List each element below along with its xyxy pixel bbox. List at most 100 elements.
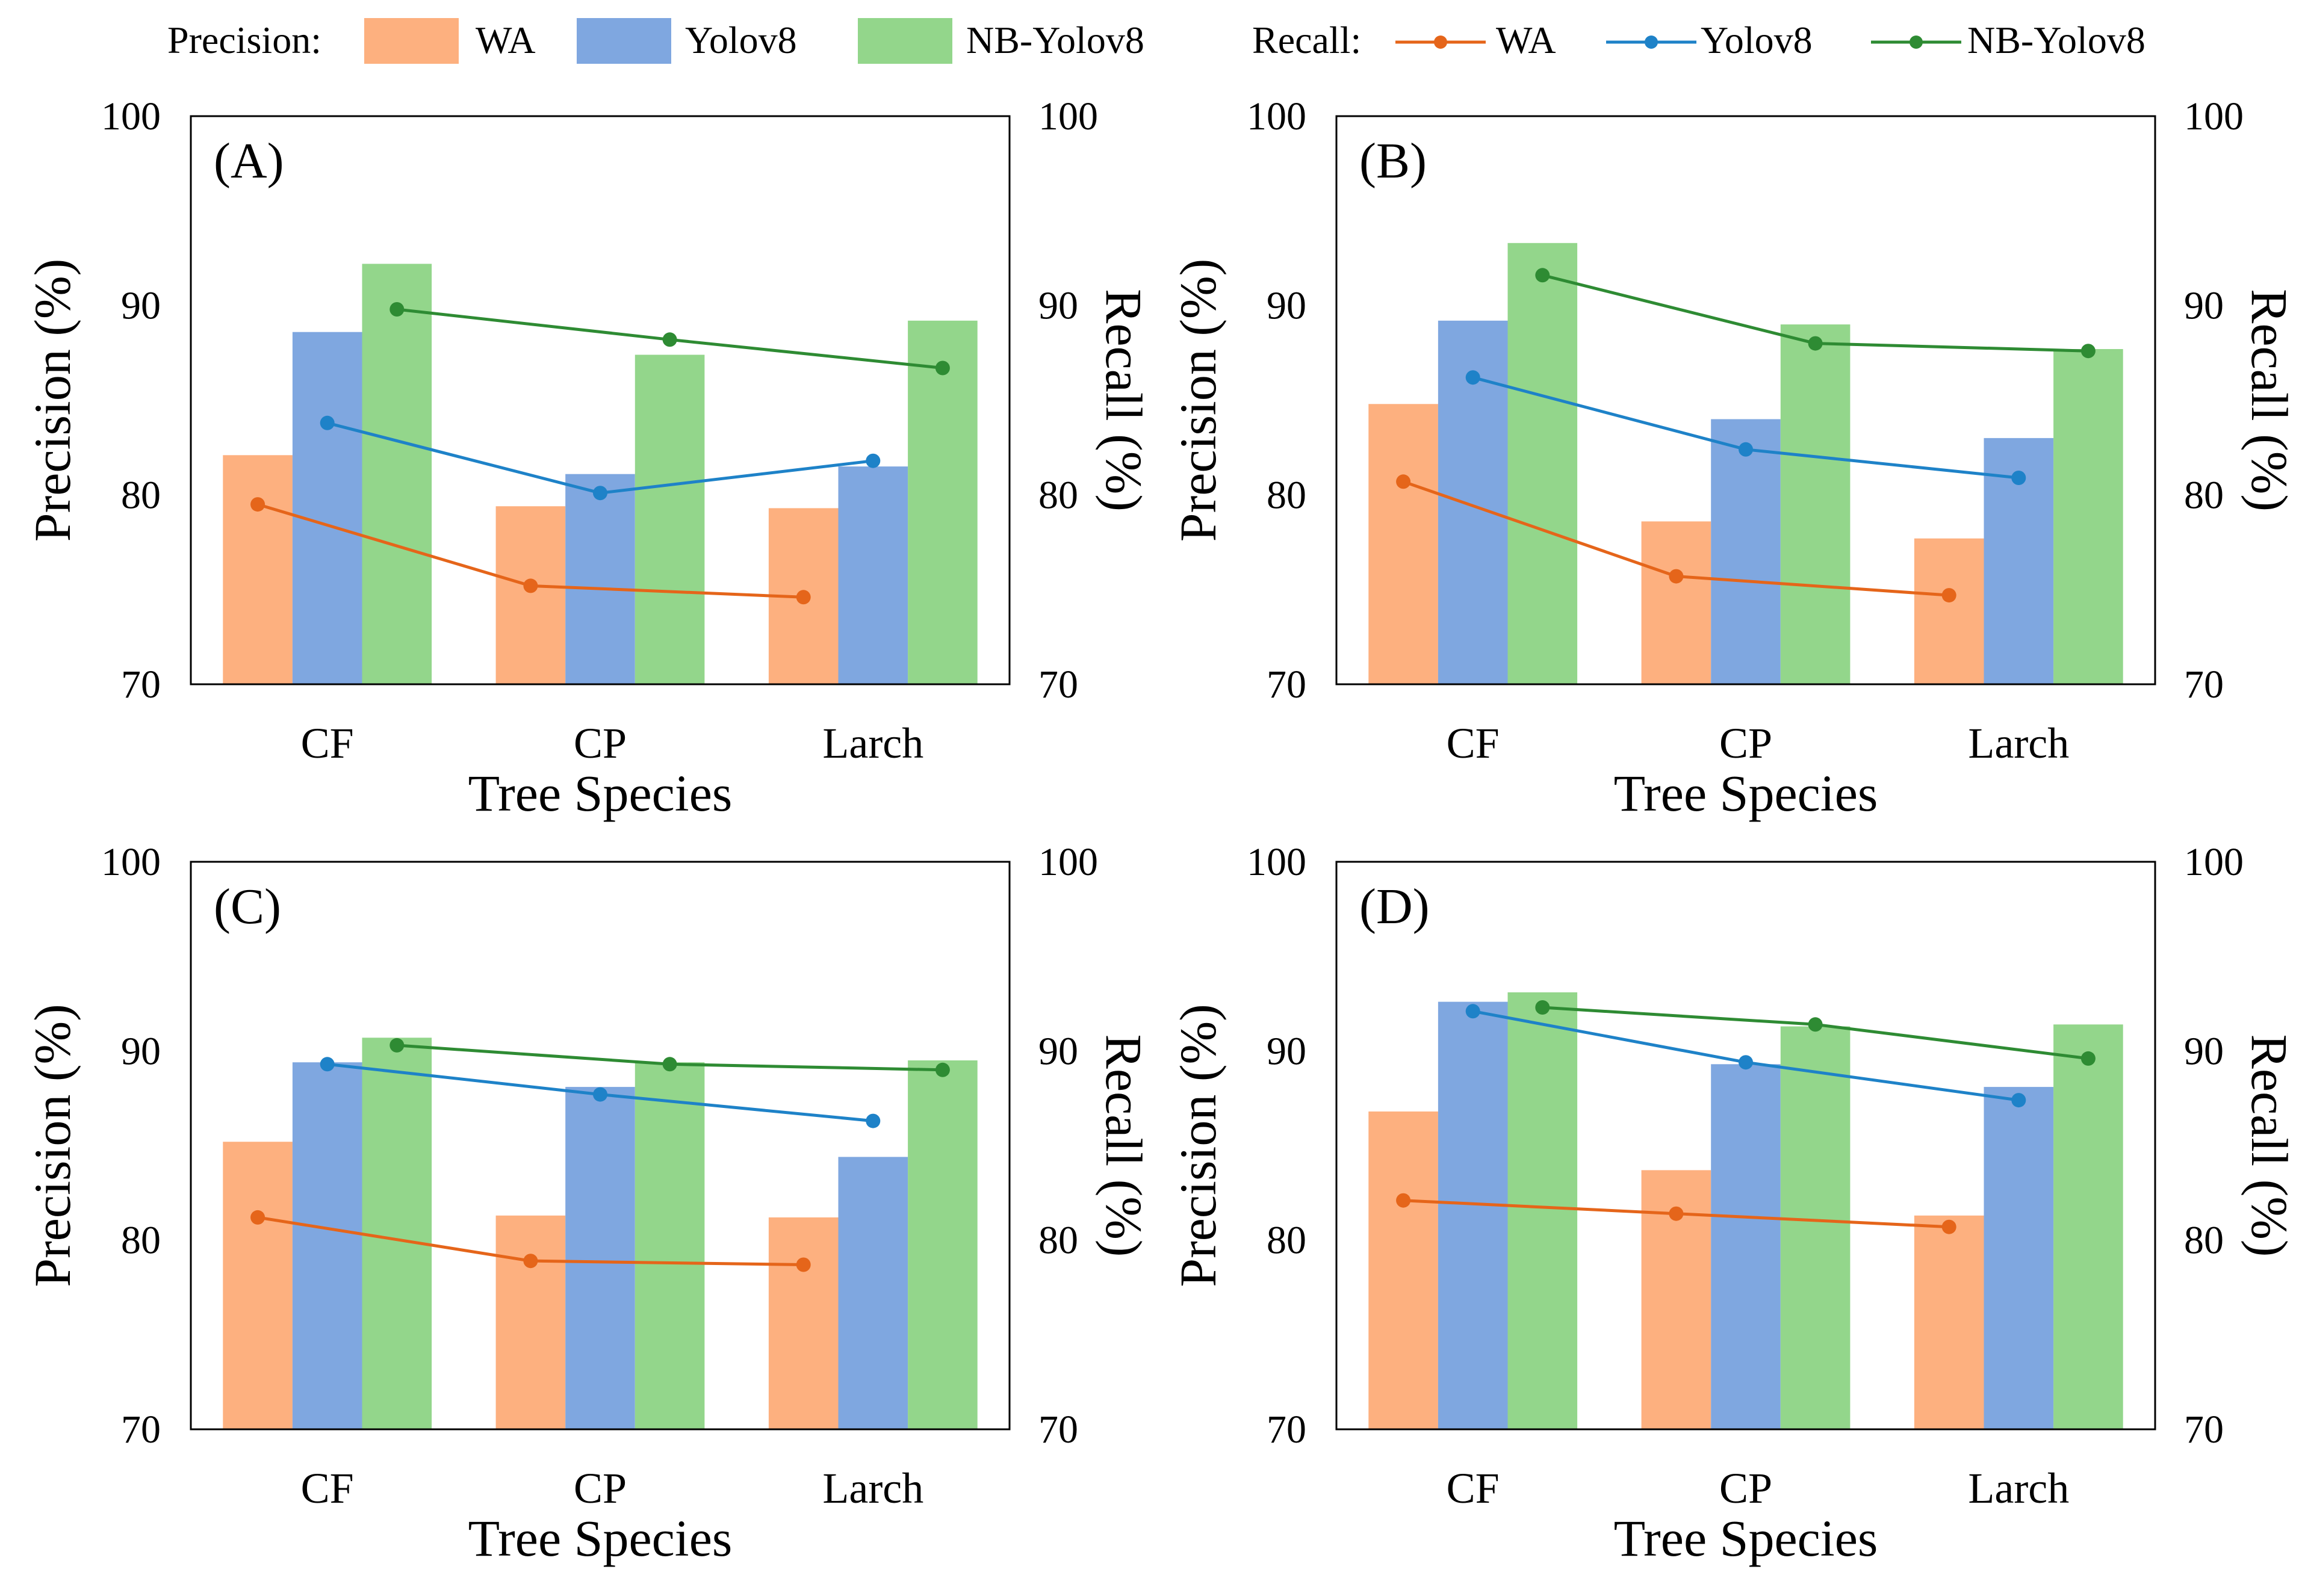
panel-d-xtick-cp: CP (1719, 1464, 1772, 1512)
panel-a-recall-point-nb-yolov8-larch (935, 360, 950, 376)
panel-b-ytick-right-90: 90 (2184, 284, 2224, 328)
panel-a-xtick-cf: CF (301, 719, 354, 767)
panel-d-recall-point-nb-yolov8-cf (1535, 1000, 1550, 1015)
panel-a-ytick-left-100: 100 (101, 94, 161, 138)
legend-precision-swatch-1 (577, 18, 671, 64)
panel-d-bar-wa-larch (1914, 1215, 1984, 1429)
panel-a-recall-point-nb-yolov8-cf (389, 302, 405, 317)
panel-a-ytick-right-80: 80 (1038, 473, 1078, 517)
panel-c-recall-point-nb-yolov8-cp (662, 1057, 677, 1072)
panel-c-y-axis-title: Precision (%) (23, 1004, 81, 1287)
panel-c-bar-yolov8-cf (292, 1062, 362, 1429)
legend-precision-entry-2: NB-Yolov8 (966, 19, 1144, 61)
panel-a-recall-point-wa-cp (523, 578, 538, 593)
panel-a-xtick-cp: CP (574, 719, 627, 767)
panel-b-ytick-right-80: 80 (2184, 473, 2224, 517)
legend-precision-label: Precision: (167, 19, 321, 61)
panel-d-xtick-larch: Larch (1968, 1464, 2069, 1512)
panel-c-bar-wa-cf (223, 1142, 293, 1429)
panel-b-recall-point-nb-yolov8-larch (2080, 344, 2096, 359)
legend: Precision: WA Yolov8 NB-Yolov8 Recall: WA Yolo… (167, 18, 2145, 64)
panel-c-ytick-right-70: 70 (1038, 1408, 1078, 1452)
panel-c: 70 70 80 80 90 90 100 100 CF CP Larch Tree Species P… (23, 840, 1153, 1567)
panel-d-ytick-left-100: 100 (1247, 840, 1306, 884)
panel-d-recall-point-nb-yolov8-larch (2080, 1051, 2096, 1066)
panel-d-plot-frame (1335, 861, 2156, 1431)
panel-b-xtick-cf: CF (1447, 719, 1500, 767)
panel-d: 70 70 80 80 90 90 100 100 CF CP Larch Tree Species P… (1169, 840, 2298, 1567)
panel-a: 70 70 80 80 90 90 100 100 CF CP Larch Tree Species P… (23, 94, 1153, 822)
panel-b-bar-wa-larch (1914, 538, 1984, 684)
legend-recall-marker-0 (1434, 36, 1447, 49)
panel-c-bar-wa-cp (495, 1215, 566, 1429)
panel-c-recall-point-nb-yolov8-cf (389, 1038, 405, 1053)
panel-d-ytick-right-90: 90 (2184, 1029, 2224, 1073)
panel-a-bar-wa-cp (495, 506, 566, 684)
panel-c-bar-nb-yolov8-larch (908, 1060, 978, 1429)
panel-d-recall-point-wa-cf (1396, 1193, 1411, 1208)
legend-recall-marker-1 (1645, 36, 1658, 49)
panel-a-bar-nb-yolov8-larch (908, 320, 978, 684)
panel-c-plot-frame (190, 861, 1011, 1431)
panel-d-ytick-right-100: 100 (2184, 840, 2244, 884)
panel-b-ytick-left-70: 70 (1267, 663, 1306, 707)
panel-d-y2-axis-title: Recall (%) (2241, 1034, 2298, 1257)
panel-d-recall-point-wa-cp (1669, 1206, 1684, 1221)
panel-a-bar-nb-yolov8-cf (362, 264, 432, 684)
panel-d-bar-nb-yolov8-cp (1780, 1026, 1851, 1429)
panel-d-recall-point-yolov8-cp (1739, 1055, 1753, 1070)
panel-c-ytick-left-100: 100 (101, 840, 161, 884)
panel-a-recall-point-yolov8-cp (593, 486, 607, 501)
legend-recall-entry-1: Yolov8 (1701, 19, 1813, 61)
panel-c-xtick-cp: CP (574, 1464, 627, 1512)
panel-d-ytick-left-70: 70 (1267, 1408, 1306, 1452)
panel-b-bar-nb-yolov8-cf (1507, 243, 1578, 684)
panel-a-ytick-right-100: 100 (1038, 94, 1098, 138)
panel-b: 70 70 80 80 90 90 100 100 CF CP Larch Tree Species P… (1169, 94, 2298, 822)
panel-a-bar-wa-cf (223, 455, 293, 684)
panel-a-ytick-right-90: 90 (1038, 284, 1078, 328)
panel-d-bar-nb-yolov8-larch (2053, 1024, 2123, 1429)
panel-c-bar-yolov8-larch (838, 1157, 908, 1429)
panel-a-label: (A) (214, 133, 284, 189)
panel-c-label: (C) (214, 879, 281, 935)
panel-b-ytick-left-100: 100 (1247, 94, 1306, 138)
panel-c-x-axis-title: Tree Species (468, 1509, 733, 1567)
panel-d-bar-yolov8-cp (1711, 1064, 1781, 1429)
panel-b-recall-point-yolov8-cf (1465, 370, 1480, 385)
panel-b-label: (B) (1359, 133, 1427, 189)
legend-precision-swatch-2 (858, 18, 952, 64)
panel-c-ytick-left-70: 70 (121, 1408, 161, 1452)
panel-b-y-axis-title: Precision (%) (1169, 259, 1227, 542)
legend-precision-swatch-0 (364, 18, 459, 64)
panel-b-xtick-cp: CP (1719, 719, 1772, 767)
panel-a-bar-yolov8-larch (838, 466, 908, 684)
panel-c-recall-point-nb-yolov8-larch (935, 1062, 950, 1077)
panel-a-y-axis-title: Precision (%) (23, 259, 81, 542)
panel-d-ytick-left-80: 80 (1267, 1219, 1306, 1263)
panel-d-bar-wa-cf (1368, 1111, 1438, 1429)
panel-b-plot-frame (1335, 115, 2156, 685)
panel-b-bar-nb-yolov8-larch (2053, 349, 2123, 684)
panel-b-recall-point-nb-yolov8-cf (1535, 268, 1550, 283)
panel-d-ytick-right-70: 70 (2184, 1408, 2224, 1452)
panel-a-recall-point-yolov8-cf (320, 415, 335, 430)
panel-d-x-axis-title: Tree Species (1614, 1509, 1878, 1567)
panel-b-recall-point-wa-larch (1941, 588, 1956, 603)
panel-b-x-axis-title: Tree Species (1614, 764, 1878, 822)
legend-recall-entry-0: WA (1496, 19, 1556, 61)
panel-b-ytick-left-80: 80 (1267, 473, 1306, 517)
panel-d-ytick-left-90: 90 (1267, 1029, 1306, 1073)
panel-c-recall-point-yolov8-cf (320, 1057, 335, 1072)
panel-a-recall-point-wa-cf (250, 497, 265, 512)
panel-d-bar-yolov8-cf (1438, 1001, 1508, 1429)
panel-d-recall-point-nb-yolov8-cp (1808, 1017, 1823, 1032)
panel-c-recall-point-wa-larch (796, 1257, 811, 1272)
legend-recall-entry-2: NB-Yolov8 (1967, 19, 2145, 61)
panel-d-y-axis-title: Precision (%) (1169, 1004, 1227, 1287)
panel-c-ytick-right-80: 80 (1038, 1219, 1078, 1263)
panel-b-bar-wa-cf (1368, 404, 1438, 684)
panel-b-recall-point-wa-cf (1396, 474, 1411, 489)
panel-b-recall-point-yolov8-larch (2011, 471, 2026, 485)
panel-a-ytick-right-70: 70 (1038, 663, 1078, 707)
